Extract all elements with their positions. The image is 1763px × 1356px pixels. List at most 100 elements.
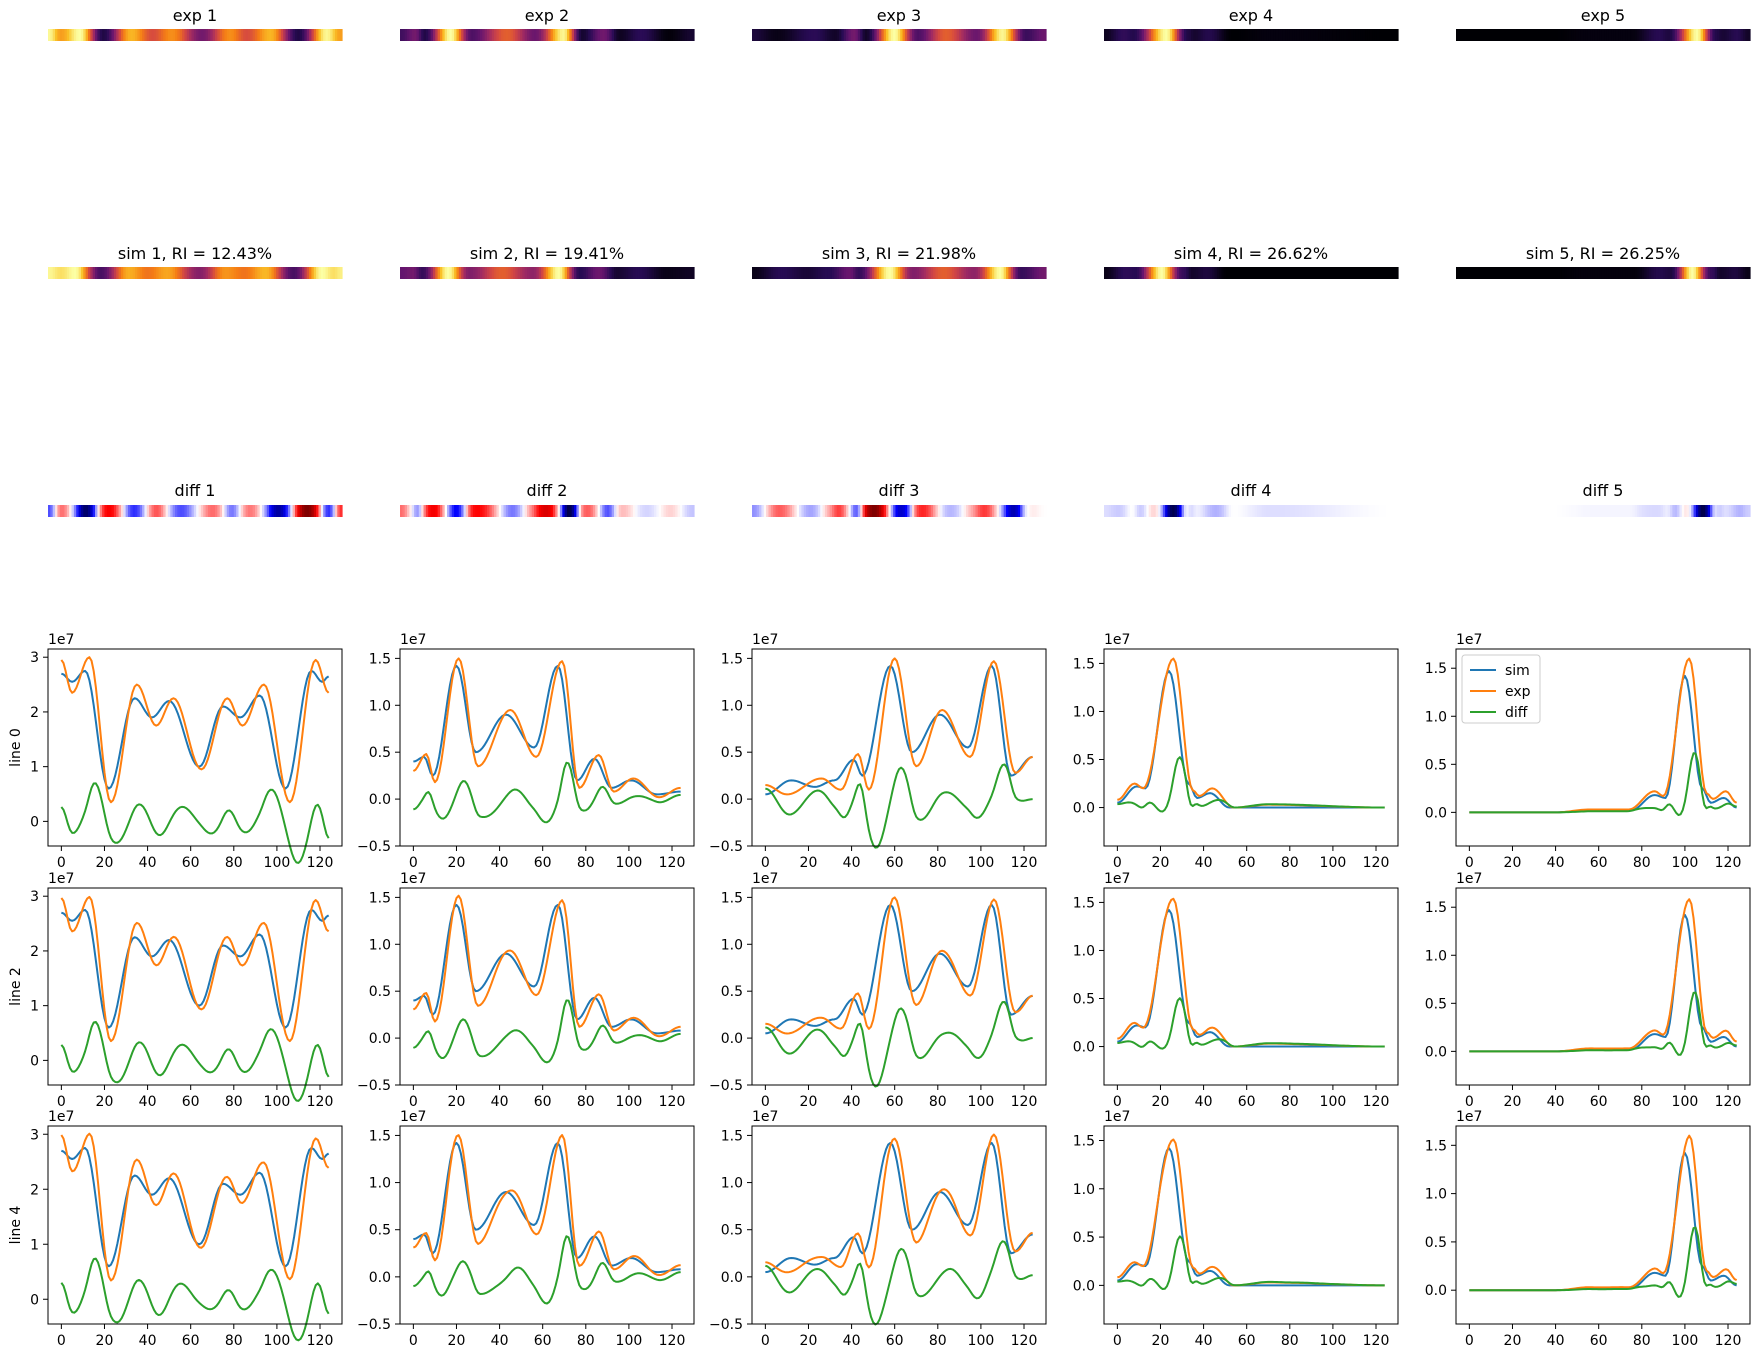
sim-title-2: sim 2, RI = 19.41% — [470, 244, 624, 263]
strip-cell — [1108, 505, 1112, 517]
strip-cell — [285, 505, 289, 517]
strip-cell — [337, 29, 341, 41]
strip-cell — [1238, 505, 1242, 517]
strip-cell — [264, 505, 268, 517]
strip-cell — [1176, 267, 1180, 279]
strip-cell — [794, 505, 798, 517]
strip-cell — [482, 29, 486, 41]
strip-cell — [421, 505, 425, 517]
legend-label-exp: exp — [1505, 684, 1531, 700]
sim-title-5: sim 5, RI = 26.25% — [1526, 244, 1680, 263]
strip-cell — [918, 505, 922, 517]
strip-cell — [599, 267, 603, 279]
strip-cell — [439, 505, 443, 517]
strip-cell — [1350, 505, 1354, 517]
strip-cell — [292, 267, 296, 279]
strip-cell — [850, 29, 854, 41]
strip-cell — [269, 505, 273, 517]
strip-cell — [625, 505, 629, 517]
strip-cell — [1531, 29, 1535, 41]
x-tick-label: 60 — [1590, 855, 1608, 871]
strip-cell — [287, 29, 291, 41]
strip-cell — [1195, 29, 1199, 41]
strip-cell — [1294, 29, 1298, 41]
strip-cell — [435, 267, 439, 279]
strip-cell — [1254, 267, 1258, 279]
strip-cell — [787, 267, 791, 279]
strip-cell — [1622, 29, 1626, 41]
strip-cell — [684, 267, 688, 279]
strip-cell — [1535, 505, 1539, 517]
y-tick-label: 1.0 — [1425, 709, 1447, 725]
strip-cell — [1547, 267, 1551, 279]
strip-cell — [1724, 267, 1728, 279]
strip-cell — [998, 267, 1002, 279]
strip-cell — [656, 505, 660, 517]
strip-cell — [118, 29, 122, 41]
strip-cell — [160, 267, 164, 279]
strip-cell — [442, 505, 446, 517]
strip-cell — [949, 267, 953, 279]
sim-strip-1 — [48, 267, 343, 279]
strip-cell — [454, 267, 458, 279]
strip-cell — [1034, 267, 1038, 279]
strip-cell — [787, 505, 791, 517]
strip-cell — [848, 505, 852, 517]
strip-cell — [954, 29, 958, 41]
strip-cell — [479, 29, 483, 41]
strip-cell — [236, 267, 240, 279]
subplot-2-2 — [395, 1125, 695, 1329]
strip-cell — [942, 267, 946, 279]
strip-cell — [599, 29, 603, 41]
strip-cell — [90, 267, 94, 279]
strip-cell — [1712, 267, 1716, 279]
strip-cell — [496, 267, 500, 279]
x-tick-label: 20 — [1504, 1094, 1522, 1110]
strip-cell — [1013, 29, 1017, 41]
strip-cell — [320, 29, 324, 41]
strip-cell — [982, 29, 986, 41]
strip-cell — [637, 267, 641, 279]
strip-cell — [1510, 29, 1514, 41]
strip-cell — [1223, 267, 1227, 279]
strip-cell — [1662, 505, 1666, 517]
strip-cell — [1022, 29, 1026, 41]
strip-cell — [1528, 29, 1532, 41]
strip-cell — [1202, 267, 1206, 279]
strip-cell — [675, 267, 679, 279]
strip-cell — [1183, 505, 1187, 517]
strip-cell — [1597, 29, 1601, 41]
strip-cell — [855, 29, 859, 41]
strip-cell — [801, 505, 805, 517]
strip-cell — [1531, 267, 1535, 279]
strip-cell — [170, 505, 174, 517]
strip-cell — [1735, 505, 1739, 517]
strip-cell — [515, 267, 519, 279]
axes-frame — [751, 1125, 1047, 1325]
strip-cell — [1310, 505, 1314, 517]
strip-cell — [982, 505, 986, 517]
strip-cell — [99, 29, 103, 41]
strip-cell — [1747, 29, 1751, 41]
strip-cell — [200, 267, 204, 279]
strip-cell — [1186, 267, 1190, 279]
strip-cell — [991, 29, 995, 41]
strip-cell — [654, 505, 657, 517]
strip-cell — [1188, 505, 1192, 517]
strip-cell — [824, 505, 828, 517]
strip-cell — [1604, 505, 1608, 517]
strip-cell — [1017, 267, 1021, 279]
strip-cell — [527, 505, 530, 517]
strip-cell — [158, 505, 162, 517]
strip-cell — [791, 29, 795, 41]
strip-cell — [409, 29, 413, 41]
strip-cell — [994, 267, 998, 279]
subplot-0-1 — [43, 648, 343, 864]
strip-cell — [675, 29, 679, 41]
strip-cell — [996, 267, 1000, 279]
strip-cell — [1533, 505, 1537, 517]
strip-cell — [1115, 29, 1119, 41]
strip-cell — [437, 505, 441, 517]
strip-cell — [1393, 505, 1397, 517]
strip-cell — [146, 29, 150, 41]
